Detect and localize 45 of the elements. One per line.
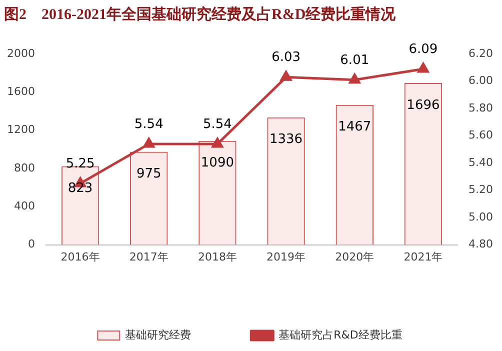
legend-label: 基础研究经费 (125, 328, 192, 342)
x-tick-label: 2017年 (129, 250, 168, 264)
y2-tick-label: 5.00 (468, 210, 494, 224)
chart-title: 图2 2016-2021年全国基础研究经费及占R&D经费比重情况 (4, 4, 397, 23)
y-tick-label: 1200 (6, 123, 35, 136)
y2-tick-label: 5.60 (468, 128, 494, 142)
point (418, 62, 429, 73)
point (212, 138, 224, 148)
y2-tick-label: 5.40 (468, 156, 494, 169)
data-label: 823 (68, 181, 93, 196)
data-label: 6.03 (272, 50, 301, 66)
x-tick-label: 2018年 (198, 250, 237, 264)
y2-tick-label: 4.80 (468, 238, 494, 251)
x-tick-label: 2021年 (404, 250, 443, 264)
point (143, 138, 154, 148)
y2-tick-label: 6.00 (468, 74, 494, 88)
y-tick-label: 800 (14, 161, 35, 174)
bar (267, 117, 305, 245)
bar (336, 104, 374, 245)
y-tick-label: 1600 (6, 85, 35, 98)
data-label: 5.54 (134, 116, 164, 132)
data-label: 1336 (269, 132, 303, 148)
data-label: 1467 (338, 120, 372, 135)
y-tick-label: 400 (14, 200, 35, 212)
data-label: 6.01 (340, 52, 370, 68)
bar (198, 140, 236, 245)
bar (404, 83, 442, 245)
y-tick-label: 2000 (6, 46, 35, 60)
x-tick-label: 2020年 (335, 250, 374, 264)
y2-tick-label: 5.80 (468, 101, 494, 114)
data-label: 975 (136, 166, 162, 182)
bar (61, 166, 100, 245)
x-tick-label: 2019年 (266, 250, 306, 264)
y-tick-label: 0 (28, 238, 35, 251)
x-tick-label: 2016年 (60, 250, 100, 264)
data-label: 6.09 (408, 42, 438, 57)
bar (130, 152, 168, 245)
data-label: 1696 (406, 98, 440, 113)
legend-label: 基础研究占R&D经费比重 (278, 328, 402, 342)
point (349, 74, 360, 84)
y2-tick-label: 5.20 (468, 183, 494, 196)
data-label: 5.54 (202, 116, 232, 132)
data-label: 1090 (200, 156, 234, 171)
point (280, 70, 292, 81)
y2-tick-label: 6.20 (468, 46, 494, 60)
